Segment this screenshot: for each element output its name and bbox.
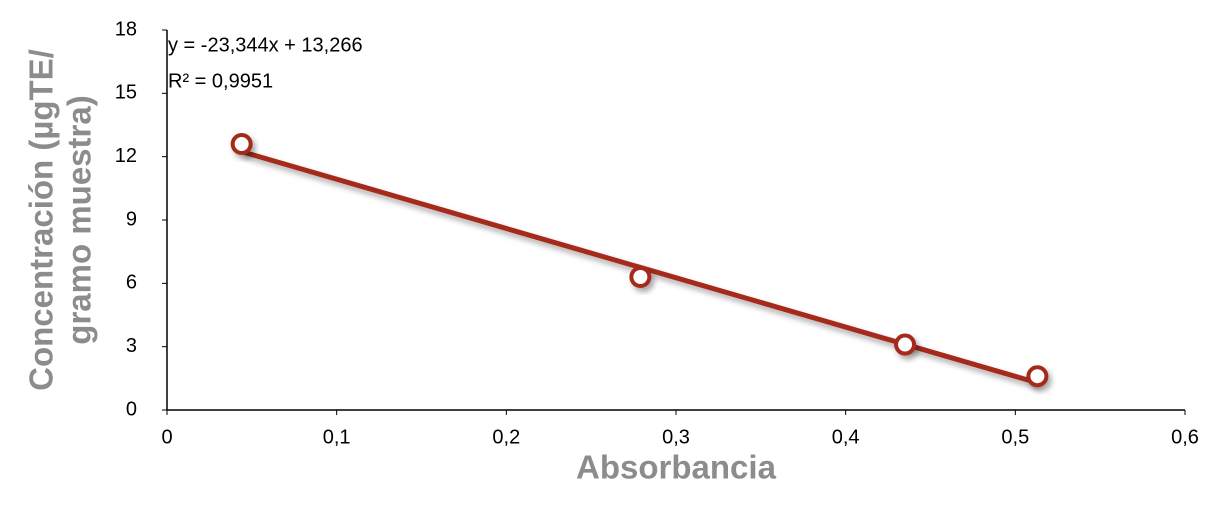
y-tick-label: 12 [115,145,137,167]
y-tick-label: 18 [115,18,137,40]
x-tick-label: 0,6 [1171,426,1199,448]
x-tick-label: 0,3 [662,426,690,448]
x-tick-label: 0,5 [1001,426,1029,448]
y-axis-title-line: Concentración (µgTE/ [23,49,60,391]
y-axis-title-line: gramo muestra) [61,95,98,344]
x-tick-label: 0,4 [832,426,860,448]
y-tick-label: 6 [126,272,137,294]
x-tick-label: 0,1 [323,426,351,448]
y-axis-title: Concentración (µgTE/ gramo muestra) [23,49,98,391]
y-tick-label: 0 [126,398,137,420]
trend-r2: R² = 0,9951 [168,70,273,92]
data-point [230,133,253,155]
x-tick-label: 0 [161,426,172,448]
data-point [894,333,917,356]
trend-equation: y = -23,344x + 13,266 [168,34,363,56]
data-point [1026,365,1049,388]
x-axis-title: Absorbancia [576,449,777,486]
y-tick-label: 9 [126,208,137,230]
y-tick-label: 15 [115,82,137,104]
y-tick-label: 3 [126,335,137,357]
data-point [629,266,652,288]
x-tick-label: 0,2 [492,426,520,448]
